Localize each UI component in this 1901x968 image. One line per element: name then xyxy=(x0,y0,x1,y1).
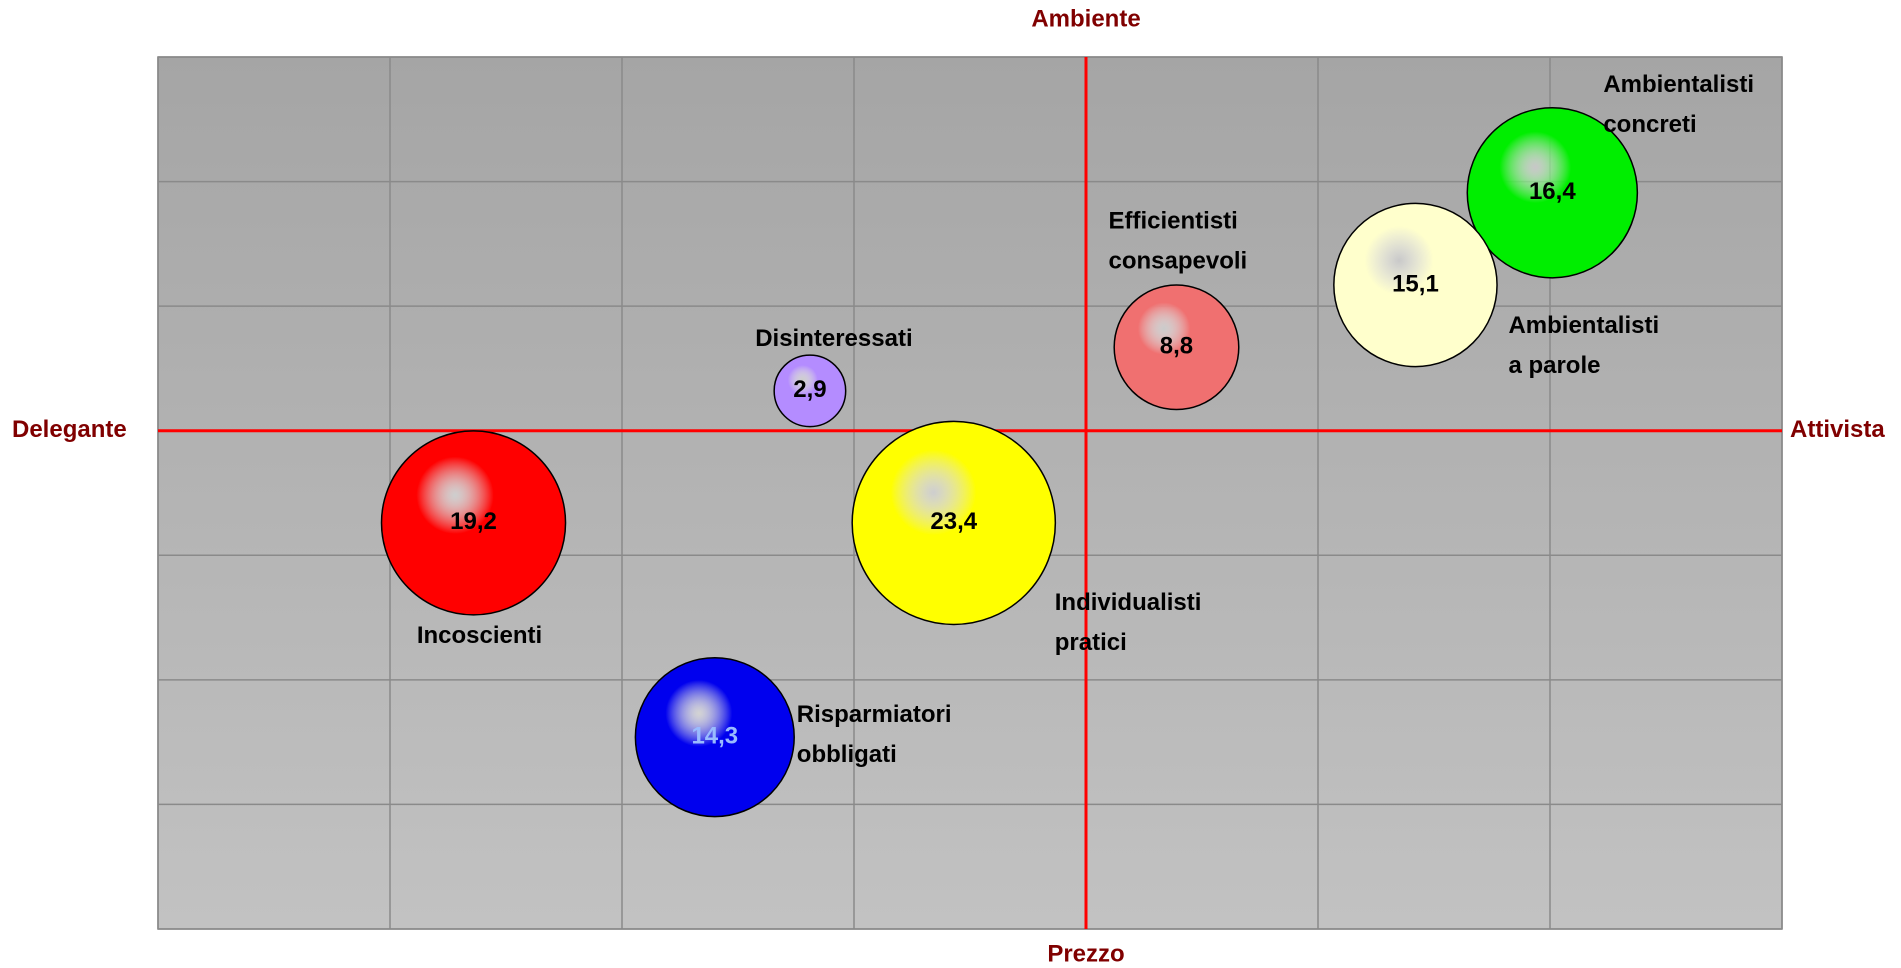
data-label: 2,9 xyxy=(793,376,826,403)
bubble xyxy=(851,420,1057,626)
bubble xyxy=(634,656,795,818)
axis-label: Prezzo xyxy=(1047,940,1124,967)
series-label: Ambientalisti a parole xyxy=(1508,312,1665,379)
bubble xyxy=(773,354,847,428)
data-label: 23,4 xyxy=(930,508,977,535)
series-label: Individualisti pratici xyxy=(1055,589,1208,656)
data-label: 19,2 xyxy=(450,508,497,535)
data-label: 15,1 xyxy=(1392,270,1439,297)
series-label: Efficientisti consapevoli xyxy=(1108,208,1247,275)
bubble xyxy=(1113,284,1240,411)
axis-label: Attivista xyxy=(1790,416,1885,443)
bubble xyxy=(380,430,567,616)
series-label: Risparmiatori obbligati xyxy=(797,702,958,769)
bubble xyxy=(1466,106,1639,279)
data-label: 16,4 xyxy=(1529,178,1576,205)
series-label: Disinteressati xyxy=(755,325,912,352)
data-label: 14,3 xyxy=(691,723,738,750)
data-label: 8,8 xyxy=(1160,333,1193,360)
series-label: Incoscienti xyxy=(417,622,542,649)
axis-label: Ambiente xyxy=(1031,5,1140,32)
axis-label: Delegante xyxy=(12,416,127,443)
bubble xyxy=(1333,202,1498,368)
series-label: Ambientalisti concreti xyxy=(1603,71,1760,138)
